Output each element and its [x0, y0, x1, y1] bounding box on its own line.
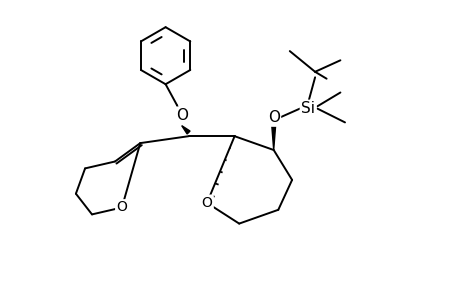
Polygon shape [181, 126, 190, 134]
Text: O: O [175, 108, 187, 123]
Text: O: O [267, 110, 279, 125]
Polygon shape [271, 124, 275, 150]
Text: O: O [116, 200, 127, 214]
Text: Si: Si [301, 101, 314, 116]
Text: O: O [201, 196, 212, 210]
